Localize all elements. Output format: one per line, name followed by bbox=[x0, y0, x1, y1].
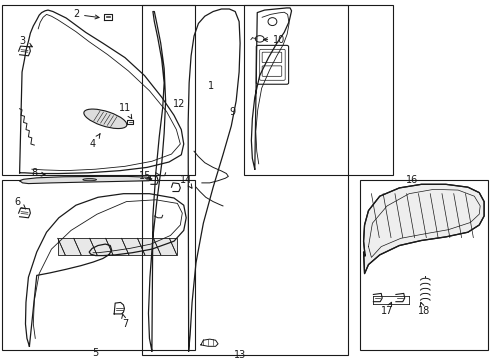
Bar bbox=[58, 238, 177, 255]
Text: 17: 17 bbox=[381, 302, 393, 316]
Text: 2: 2 bbox=[73, 9, 99, 19]
Text: 12: 12 bbox=[172, 99, 185, 109]
Bar bbox=[244, 5, 393, 175]
Text: 7: 7 bbox=[122, 314, 128, 329]
Polygon shape bbox=[364, 184, 484, 274]
Text: 8: 8 bbox=[31, 168, 45, 178]
Text: 14: 14 bbox=[180, 175, 192, 188]
Ellipse shape bbox=[84, 109, 127, 129]
Text: 1: 1 bbox=[208, 81, 214, 91]
Text: 3: 3 bbox=[19, 36, 32, 47]
Text: 18: 18 bbox=[417, 302, 430, 316]
Ellipse shape bbox=[83, 179, 97, 181]
Bar bbox=[2, 180, 195, 350]
Text: 16: 16 bbox=[405, 175, 417, 185]
Text: 13: 13 bbox=[234, 350, 246, 360]
Bar bbox=[2, 5, 195, 175]
Text: 11: 11 bbox=[119, 103, 132, 119]
Bar bbox=[360, 180, 488, 350]
Text: 6: 6 bbox=[14, 197, 25, 209]
Text: 5: 5 bbox=[93, 348, 98, 358]
Text: 10: 10 bbox=[264, 35, 285, 45]
Text: 9: 9 bbox=[230, 107, 236, 117]
Polygon shape bbox=[20, 176, 152, 184]
Text: 15: 15 bbox=[139, 171, 152, 181]
Text: 4: 4 bbox=[90, 134, 100, 149]
Bar bbox=[142, 5, 348, 355]
